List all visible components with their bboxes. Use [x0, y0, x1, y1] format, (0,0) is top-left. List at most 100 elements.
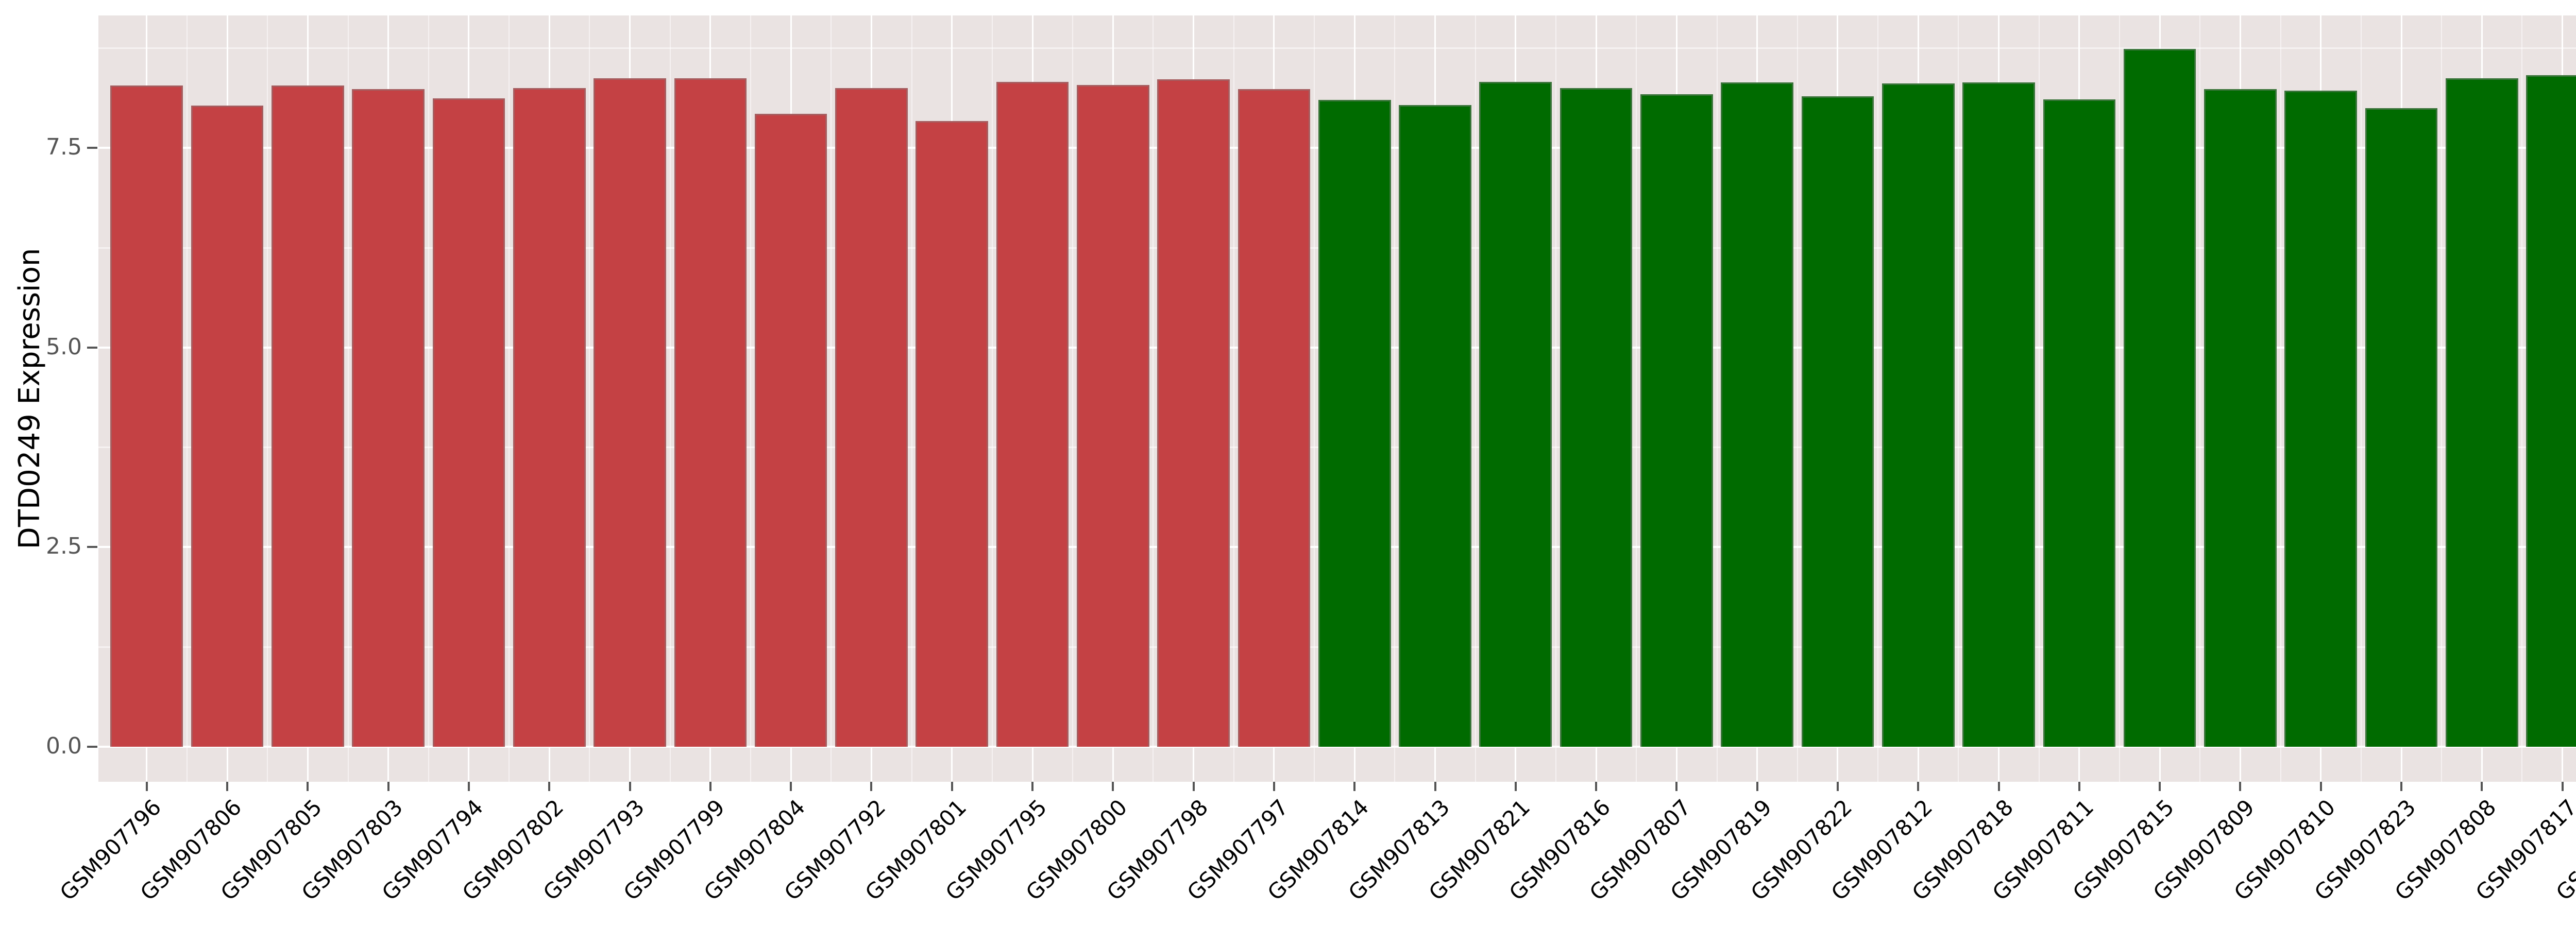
- bar-GSM907798: [1157, 79, 1230, 747]
- y-tick-label: 5.0: [46, 333, 82, 360]
- bar-GSM907801: [916, 121, 989, 747]
- gridline-x-minor: [589, 15, 590, 782]
- gridline-x-minor: [1314, 15, 1315, 782]
- gridline-x-minor: [1072, 15, 1074, 782]
- bar-GSM907802: [513, 88, 586, 747]
- y-tick-mark: [87, 546, 97, 548]
- bar-GSM907797: [1238, 89, 1311, 747]
- gridline-x-minor: [2038, 15, 2040, 782]
- gridline-x-minor: [1877, 15, 1879, 782]
- gridline-x-minor: [1555, 15, 1556, 782]
- y-tick-label: 7.5: [46, 134, 82, 161]
- gridline-x-minor: [2119, 15, 2120, 782]
- bar-GSM907793: [594, 78, 666, 747]
- bar-GSM907794: [432, 98, 505, 747]
- x-tick-mark: [2078, 782, 2080, 791]
- bar-GSM907821: [1479, 81, 1552, 747]
- bar-GSM907812: [1882, 83, 1955, 747]
- x-tick-mark: [2239, 782, 2242, 791]
- x-tick-mark: [307, 782, 309, 791]
- bar-GSM907808: [2446, 78, 2518, 747]
- bar-GSM907822: [1801, 96, 1874, 747]
- x-tick-mark: [1514, 782, 1517, 791]
- gridline-x-minor: [428, 15, 429, 782]
- gridline-x-minor: [2441, 15, 2443, 782]
- x-tick-mark: [1434, 782, 1436, 791]
- gridline-x-minor: [750, 15, 751, 782]
- y-tick-mark: [87, 346, 97, 349]
- x-tick-mark: [1675, 782, 1678, 791]
- bar-GSM907823: [2365, 108, 2438, 747]
- gridline-x-minor: [186, 15, 188, 782]
- bar-GSM907805: [272, 85, 344, 747]
- bar-GSM907819: [1721, 82, 1793, 747]
- x-tick-mark: [1595, 782, 1598, 791]
- y-tick-label: 2.5: [46, 533, 82, 560]
- bar-GSM907817: [2526, 75, 2576, 747]
- x-tick-mark: [2400, 782, 2403, 791]
- bar-GSM907813: [1399, 105, 1471, 747]
- x-tick-mark: [2481, 782, 2483, 791]
- bar-GSM907799: [674, 78, 747, 747]
- x-tick-mark: [1031, 782, 1034, 791]
- bar-GSM907809: [2204, 89, 2277, 747]
- x-tick-mark: [951, 782, 953, 791]
- y-axis-title: DTD0249 Expression: [13, 248, 46, 550]
- gridline-x-minor: [1716, 15, 1718, 782]
- x-tick-mark: [629, 782, 631, 791]
- bar-GSM907818: [1962, 82, 2035, 747]
- x-tick-mark: [1112, 782, 1114, 791]
- x-tick-mark: [1273, 782, 1275, 791]
- gridline-x-minor: [1153, 15, 1154, 782]
- x-tick-mark: [1836, 782, 1839, 791]
- x-tick-mark: [548, 782, 551, 791]
- bar-GSM907800: [1076, 84, 1149, 747]
- y-tick-mark: [87, 147, 97, 149]
- bar-GSM907796: [110, 85, 183, 747]
- x-tick-mark: [1756, 782, 1758, 791]
- gridline-x-minor: [1797, 15, 1798, 782]
- gridline-x-minor: [2199, 15, 2201, 782]
- gridline-x-minor: [2360, 15, 2362, 782]
- bar-GSM907810: [2284, 90, 2358, 747]
- gridline-x-minor: [347, 15, 349, 782]
- bar-GSM907811: [2043, 99, 2116, 747]
- x-tick-mark: [2561, 782, 2564, 791]
- bar-GSM907795: [996, 81, 1069, 747]
- plot-panel: [98, 15, 2576, 782]
- bar-GSM907806: [191, 106, 264, 747]
- x-tick-mark: [145, 782, 148, 791]
- gridline-x-minor: [1394, 15, 1396, 782]
- gridline-x-minor: [1233, 15, 1234, 782]
- gridline-x-minor: [991, 15, 993, 782]
- bar-GSM907815: [2123, 49, 2196, 747]
- x-tick-mark: [2319, 782, 2322, 791]
- x-tick-mark: [387, 782, 389, 791]
- x-tick-mark: [1353, 782, 1356, 791]
- gridline-x-minor: [2280, 15, 2281, 782]
- y-tick-label: 0.0: [46, 732, 82, 759]
- bar-GSM907792: [835, 88, 908, 747]
- gridline-y-minor: [98, 47, 2576, 49]
- x-tick-mark: [2159, 782, 2161, 791]
- bar-GSM907816: [1560, 88, 1633, 747]
- bar-GSM907814: [1318, 100, 1391, 747]
- bar-GSM907803: [352, 89, 425, 747]
- x-tick-mark: [226, 782, 229, 791]
- gridline-x-minor: [669, 15, 671, 782]
- y-tick-mark: [87, 745, 97, 748]
- gridline-x-minor: [911, 15, 912, 782]
- x-tick-mark: [1997, 782, 2000, 791]
- bar-GSM907804: [754, 113, 827, 747]
- gridline-x-minor: [267, 15, 268, 782]
- x-tick-mark: [790, 782, 792, 791]
- gridline-x-minor: [1636, 15, 1637, 782]
- gridline-x-minor: [1958, 15, 1959, 782]
- x-tick-mark: [1192, 782, 1195, 791]
- gridline-y-major: [98, 745, 2576, 748]
- x-tick-mark: [709, 782, 711, 791]
- gridline-x-minor: [1475, 15, 1476, 782]
- gridline-x-minor: [2521, 15, 2523, 782]
- x-tick-mark: [870, 782, 873, 791]
